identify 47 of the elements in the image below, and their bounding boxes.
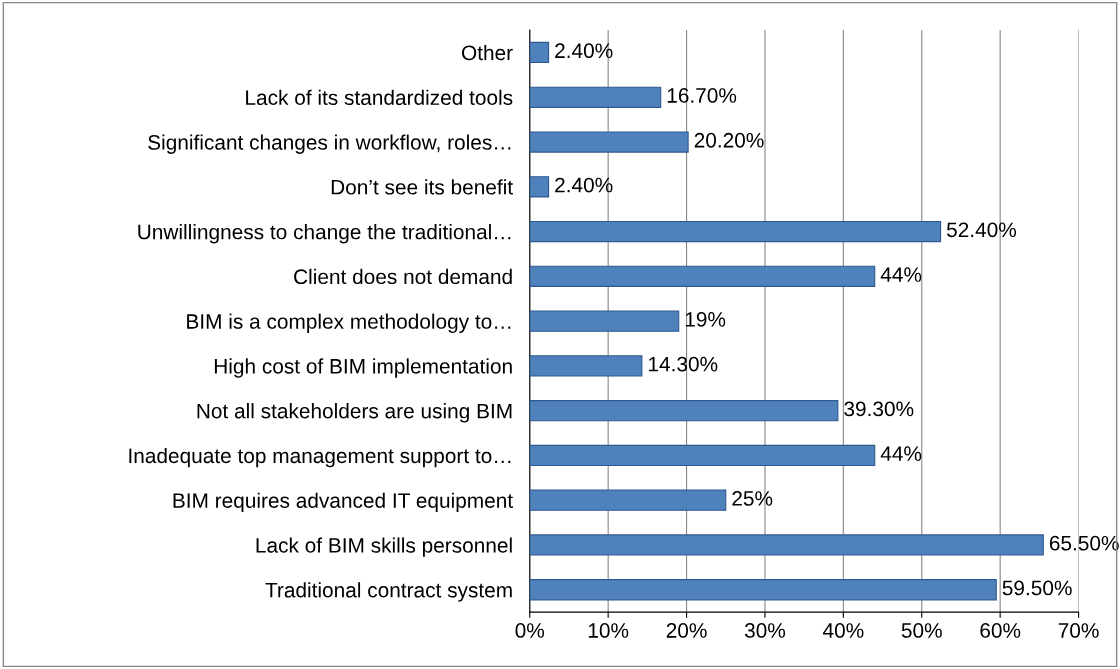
bar [529,310,680,332]
data-label: 16.70% [667,88,737,103]
bar [529,220,942,243]
x-tick-label: 60% [980,623,1021,638]
y-tick-label: Traditional contract system [265,582,512,602]
data-label: 2.40% [555,177,613,193]
data-label: 19% [685,311,726,327]
bar [529,355,643,377]
y-tick-label: Inadequate top management support to… [129,447,511,468]
bar [529,534,1044,556]
data-label: 65.50% [1049,535,1119,551]
data-label: 2.40% [555,43,613,59]
y-tick-label: Client does not demand [294,268,512,285]
x-tick-label: 50% [901,623,942,638]
y-tick-label: High cost of BIM implementation [214,358,512,378]
y-tick-label: Not all stakeholders are using BIM [197,403,512,423]
bar [529,176,550,198]
y-tick-label: Lack of BIM skills personnel [256,537,512,557]
x-tick-label: 40% [822,623,864,638]
x-tick-label: 10% [588,623,629,638]
x-tick-label: 30% [744,623,786,638]
bar [529,131,689,153]
bar [529,579,997,601]
x-tick-label: 0% [515,623,545,638]
data-label: 20.20% [694,132,764,148]
data-label: 44% [880,446,922,461]
bar [529,41,550,64]
bar [529,265,876,287]
y-tick-label: BIM is a complex methodology to… [187,313,511,333]
data-label: 59.50% [1002,580,1072,596]
bar [529,400,839,422]
bar [529,444,876,467]
y-tick-label: BIM requires advanced IT equipment [173,492,513,513]
data-label: 25% [732,491,773,506]
x-tick-label: 70% [1058,623,1099,638]
data-label: 52.40% [946,222,1017,238]
x-tick-label: 20% [666,623,707,638]
y-tick-label: Other [461,44,513,61]
bar [529,86,662,108]
data-label: 44% [880,267,922,282]
y-tick-label: Significant changes in workflow, roles… [148,134,511,154]
data-label: 14.30% [649,356,718,372]
bar [529,489,727,511]
data-label: 39.30% [844,401,914,417]
y-tick-label: Lack of its standardized tools [246,89,513,106]
y-tick-label: Don’t see its benefit [331,179,513,195]
y-tick-label: Unwillingness to change the traditional… [138,224,511,244]
